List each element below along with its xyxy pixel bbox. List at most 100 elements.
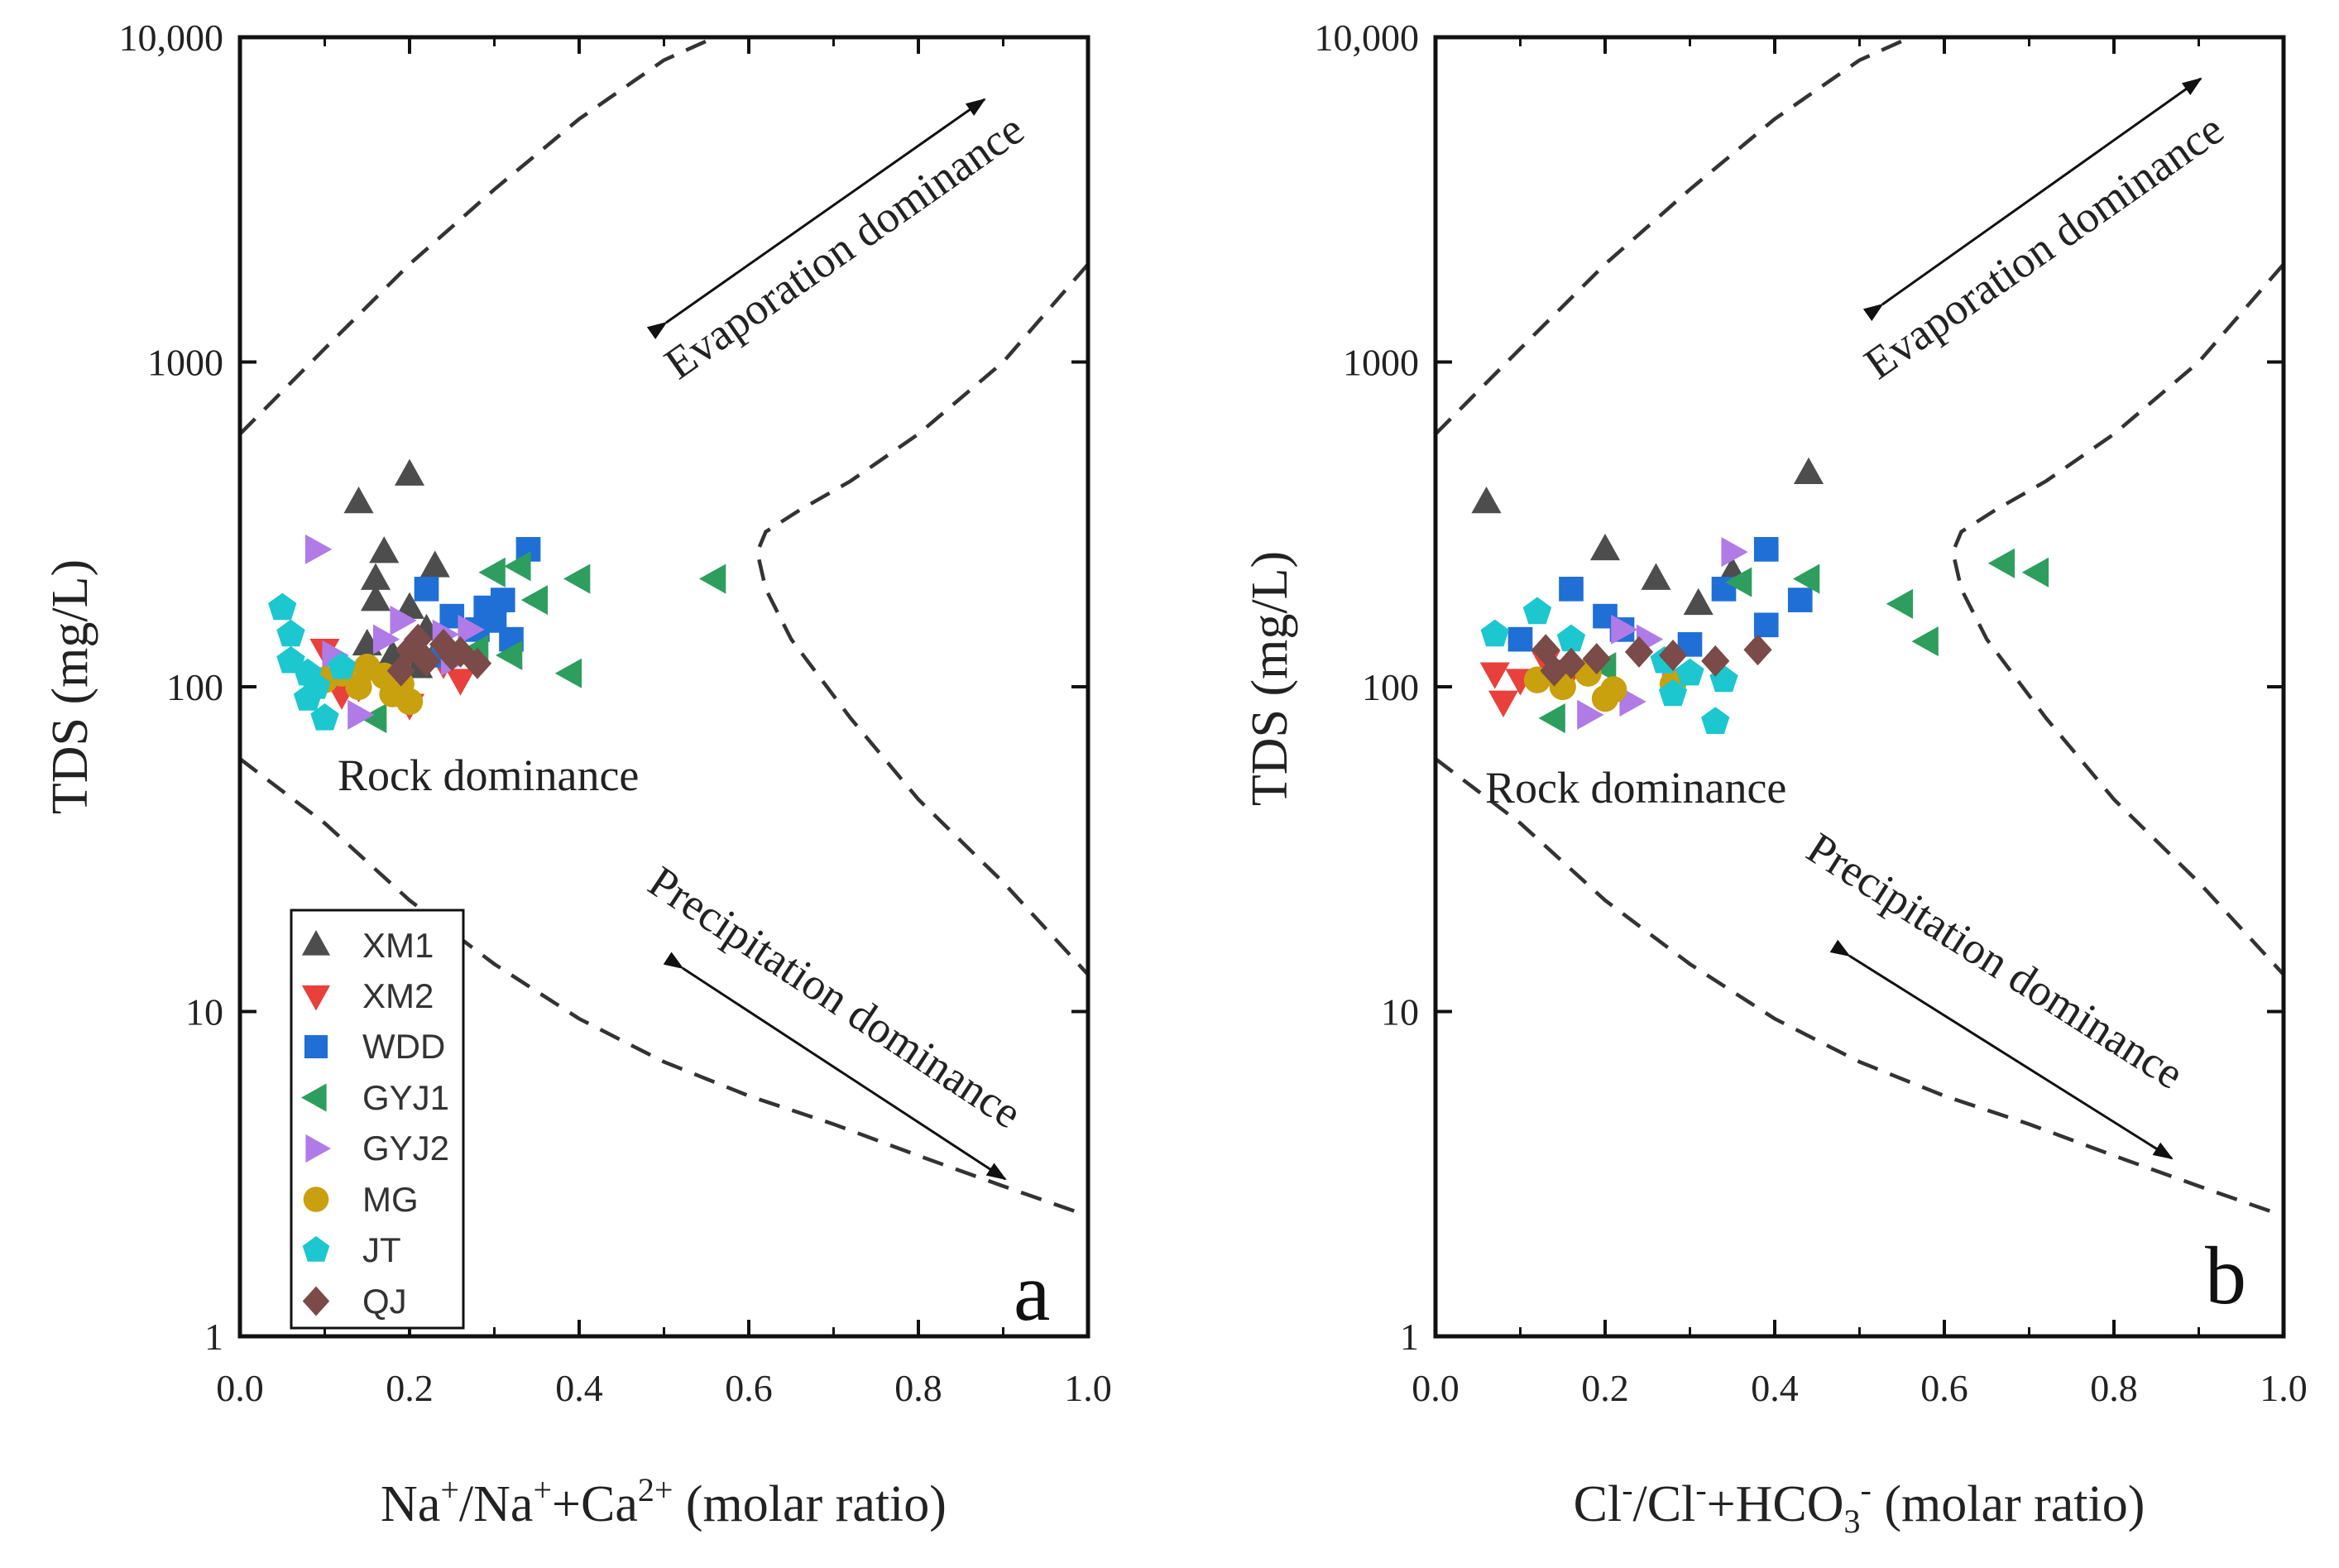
panel-label-a: a — [1014, 1246, 1050, 1338]
data-point-jt — [1480, 619, 1509, 647]
data-point-gyj1 — [496, 640, 523, 671]
y-tick-label: 1000 — [147, 342, 223, 384]
y-tick-label: 10,000 — [119, 17, 224, 59]
data-point-gyj2 — [1721, 537, 1748, 568]
data-point-qj — [446, 635, 475, 668]
data-point-gyj1 — [1793, 563, 1820, 594]
legend-label-xm2: XM2 — [362, 976, 434, 1015]
data-point-jt — [1675, 658, 1704, 686]
legend-label-gyj2: GYJ2 — [362, 1129, 449, 1168]
data-point-gyj2 — [1611, 614, 1638, 645]
data-point-gyj1 — [520, 585, 549, 616]
data-point-qj — [404, 623, 433, 655]
data-point-xm1 — [369, 536, 400, 563]
data-point-gyj1 — [1987, 548, 2015, 578]
data-point-jt — [1556, 624, 1586, 652]
data-point-gyj1 — [563, 563, 591, 594]
data-point-xm2 — [1488, 690, 1519, 717]
data-point-gyj1 — [1886, 588, 1914, 619]
data-point-gyj2 — [304, 534, 333, 564]
data-point-jt — [310, 703, 339, 731]
x-tick-label: 0.0 — [216, 1367, 264, 1409]
axis-ticks: 0.0 0.2 0.4 0.6 0.8 1.0 1 10 100 1000 10,000 — [1315, 17, 2308, 1409]
data-point-xm2 — [1479, 662, 1510, 689]
data-point-xm2 — [445, 669, 476, 696]
rock-dominance-label: Rock dominance — [338, 750, 639, 800]
gibbs-panel-a: 0.0 0.2 0.4 0.6 0.8 1.0 1 10 100 1000 10,000 Evapo… — [42, 17, 1112, 1532]
x-tick-label: 0.2 — [1581, 1367, 1629, 1409]
data-point-wdd — [1753, 537, 1779, 562]
evaporation-arrow — [646, 98, 986, 340]
legend-label-mg: MG — [362, 1180, 419, 1219]
data-point-xm1 — [1641, 563, 1671, 590]
legend-marker-xm2 — [301, 985, 331, 1011]
data-point-jt — [1701, 707, 1730, 734]
legend-marker-xm1 — [301, 930, 331, 956]
y-tick-label: 1000 — [1343, 342, 1419, 384]
precipitation-arrow — [663, 952, 1007, 1181]
data-point-gyj1 — [1911, 626, 1939, 657]
x-axis-title: Na+/Na++Ca2+ (molar ratio) — [381, 1471, 947, 1532]
legend-label-qj: QJ — [362, 1282, 407, 1321]
data-point-qj — [1556, 647, 1586, 679]
data-point-qj — [1582, 643, 1611, 675]
upper-boundary-curve — [238, 35, 716, 436]
x-tick-label: 0.6 — [1920, 1367, 1968, 1409]
y-tick-label: 100 — [1362, 666, 1419, 708]
data-point-jt — [1522, 597, 1552, 625]
data-point-xm1 — [1683, 587, 1714, 616]
data-point-mg — [1600, 676, 1627, 703]
y-tick-label: 10,000 — [1315, 17, 1420, 59]
data-point-qj — [412, 645, 441, 677]
x-tick-label: 0.4 — [555, 1367, 603, 1409]
data-point-qj — [1658, 639, 1688, 671]
x-tick-label: 1.0 — [1064, 1367, 1112, 1409]
data-point-gyj2 — [347, 699, 375, 730]
legend-marker-qj — [302, 1286, 330, 1316]
panel-label-b: b — [2205, 1230, 2246, 1321]
data-point-gyj1 — [2021, 557, 2049, 587]
data-point-xm1 — [1471, 486, 1502, 514]
data-point-gyj1 — [699, 563, 726, 594]
plot-frame — [237, 35, 1090, 1339]
x-tick-label: 0.2 — [386, 1367, 434, 1409]
x-axis-title: Cl-/Cl-+HCO3- (molar ratio) — [1574, 1471, 2145, 1540]
legend: XM1 XM2 WDD GYJ1 GYJ2 MG JT QJ — [290, 909, 465, 1330]
rock-dominance-label: Rock dominance — [1485, 763, 1786, 813]
legend-label-gyj1: GYJ1 — [362, 1078, 449, 1117]
data-point-xm1 — [1589, 533, 1621, 561]
evaporation-arrow — [1862, 77, 2202, 322]
y-tick-label: 10 — [1381, 991, 1419, 1033]
x-tick-label: 0.8 — [894, 1367, 942, 1409]
right-boundary-curve — [755, 262, 1090, 976]
data-point-wdd — [1507, 626, 1533, 652]
y-axis-title: TDS (mg/L) — [1242, 551, 1298, 806]
data-point-wdd — [490, 587, 515, 612]
axis-ticks: 0.0 0.2 0.4 0.6 0.8 1.0 1 10 100 1000 10,000 — [119, 17, 1112, 1409]
data-point-wdd — [1787, 587, 1813, 612]
data-point-qj — [1531, 634, 1560, 666]
legend-label-xm1: XM1 — [362, 926, 434, 965]
gibbs-panel-b: 0.0 0.2 0.4 0.6 0.8 1.0 1 10 100 1000 10,000 Evapo… — [1242, 17, 2308, 1540]
data-point-qj — [1701, 645, 1730, 677]
data-point-jt — [268, 592, 297, 621]
scatter-points — [1471, 457, 2049, 734]
precipitation-arrow — [1829, 939, 2174, 1160]
data-point-gyj2 — [390, 605, 417, 635]
data-point-xm1 — [394, 592, 425, 619]
data-point-gyj2 — [372, 624, 400, 655]
scatter-points — [268, 458, 726, 734]
data-point-gyj2 — [458, 614, 485, 645]
legend-label-wdd: WDD — [362, 1027, 445, 1066]
data-point-jt — [327, 652, 357, 679]
legend-marker-gyj1 — [301, 1083, 327, 1112]
data-point-mg — [353, 654, 381, 681]
data-point-gyj1 — [554, 658, 582, 688]
data-point-gyj1 — [504, 551, 531, 582]
legend-label-jt: JT — [362, 1230, 401, 1269]
data-point-xm1 — [360, 584, 391, 611]
y-tick-label: 10 — [185, 991, 223, 1033]
data-point-qj — [386, 655, 415, 687]
data-point-gyj1 — [360, 702, 387, 734]
